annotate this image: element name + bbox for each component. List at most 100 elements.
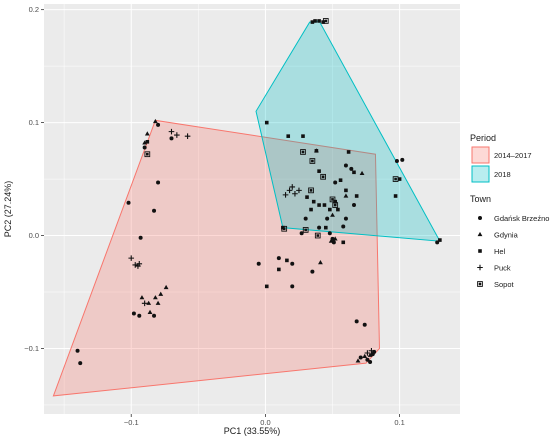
data-point-circle <box>394 158 399 163</box>
y-axis-title: PC2 (27.24%) <box>3 181 13 238</box>
x-tick-label: 0.0 <box>260 418 270 427</box>
data-point-square <box>328 207 332 212</box>
data-point-circle <box>351 203 356 208</box>
data-point-plus <box>292 190 298 197</box>
data-point-square <box>285 258 289 263</box>
data-point-plus <box>184 133 191 139</box>
data-point-boxed-square <box>329 196 336 203</box>
data-point-square <box>309 207 313 212</box>
y-tick-label: 0.2 <box>29 5 39 14</box>
data-point-triangle <box>343 193 349 198</box>
data-point-circle <box>276 256 281 261</box>
data-point-square <box>301 134 305 138</box>
data-point-square <box>397 177 402 181</box>
y-tick-label: −0.1 <box>24 344 39 353</box>
data-point-boxed-square <box>308 187 314 194</box>
data-point-plus <box>296 187 302 194</box>
data-point-circle <box>152 208 157 213</box>
data-point-triangle <box>318 260 323 265</box>
data-point-square <box>313 19 317 23</box>
data-point-triangle <box>147 309 153 314</box>
data-point-boxed-square <box>314 232 321 239</box>
y-tick-label: 0.0 <box>29 231 39 240</box>
data-point-circle <box>131 311 136 316</box>
data-point-triangle <box>163 284 169 290</box>
x-axis-title: PC1 (33.55%) <box>224 426 281 436</box>
data-point-triangle <box>362 353 368 358</box>
town-legend-entries: Gdańsk Brzeźno Gdynia Hel Puck Sopot <box>477 214 549 289</box>
data-point-circle <box>290 261 295 266</box>
data-point-triangle <box>146 300 152 305</box>
data-point-circle <box>354 319 359 324</box>
data-point-circle <box>78 361 83 366</box>
period-legend-title: Period <box>470 133 496 143</box>
data-point-circle <box>169 136 174 141</box>
data-point-plus <box>136 260 143 267</box>
town-legend-label: Sopot <box>494 280 515 289</box>
data-point-plus <box>168 128 175 135</box>
period-hulls <box>52 20 441 397</box>
data-point-boxed-square <box>144 151 151 158</box>
data-point-circle <box>156 122 161 127</box>
data-point-square <box>317 19 321 23</box>
data-point-square <box>311 199 316 204</box>
data-point-circle <box>349 166 354 171</box>
data-point-circle <box>310 269 315 274</box>
data-point-square <box>145 139 150 144</box>
town-legend-label: Hel <box>494 247 506 256</box>
data-point-circle <box>325 216 330 221</box>
data-point-square <box>346 150 351 154</box>
data-point-triangle <box>355 358 361 363</box>
data-points <box>75 18 442 366</box>
data-point-plus <box>132 262 139 268</box>
town-legend-label: Puck <box>494 263 511 272</box>
data-point-square <box>264 120 269 125</box>
data-point-circle <box>368 360 373 365</box>
data-point-circle <box>331 240 336 245</box>
data-point-circle <box>400 157 405 162</box>
data-point-boxed-square <box>320 173 326 180</box>
data-point-square <box>352 170 356 175</box>
data-point-square <box>336 207 340 212</box>
data-point-square <box>310 20 315 24</box>
town-legend: Town Gdańsk Brzeźno Gdynia Hel Puck Sopot <box>470 194 549 289</box>
data-point-square <box>314 149 319 153</box>
data-point-triangle <box>139 295 145 300</box>
town-legend-key <box>477 264 483 271</box>
period-legend: Period 2014–2017 2018 <box>470 133 532 183</box>
data-point-square <box>286 134 291 138</box>
data-point-plus <box>364 350 371 356</box>
data-point-circle <box>317 225 322 230</box>
data-point-boxed-square <box>302 227 309 233</box>
period-legend-label: 2018 <box>494 170 511 179</box>
data-point-square <box>344 188 348 193</box>
data-point-plus <box>282 192 289 198</box>
period-legend-label: 2014–2017 <box>494 151 532 160</box>
data-point-circle <box>343 163 348 168</box>
x-tick-label: −0.1 <box>124 418 139 427</box>
town-legend-key <box>477 231 483 237</box>
data-point-triangle <box>332 236 338 241</box>
period-legend-entries: 2014–2017 2018 <box>471 146 532 183</box>
data-point-triangle <box>155 300 161 305</box>
x-axis-ticks: −0.1 0.0 0.1 <box>124 414 405 427</box>
panel-background <box>44 4 460 414</box>
town-legend-label: Gdańsk Brzeźno <box>494 214 549 223</box>
town-legend-key <box>478 249 482 253</box>
data-point-square <box>281 225 285 230</box>
data-point-circle <box>362 322 367 327</box>
data-point-plus <box>289 184 296 190</box>
data-point-triangle <box>152 295 158 300</box>
data-point-square <box>277 267 281 272</box>
y-tick-label: 0.1 <box>29 118 39 127</box>
data-point-circle <box>365 357 370 362</box>
data-point-triangle <box>328 238 334 243</box>
data-point-triangle <box>330 212 335 217</box>
data-point-circle <box>138 235 143 240</box>
data-point-square <box>324 225 328 230</box>
data-point-triangle <box>158 291 164 296</box>
data-point-plus <box>368 347 375 354</box>
period-legend-key <box>471 146 490 164</box>
